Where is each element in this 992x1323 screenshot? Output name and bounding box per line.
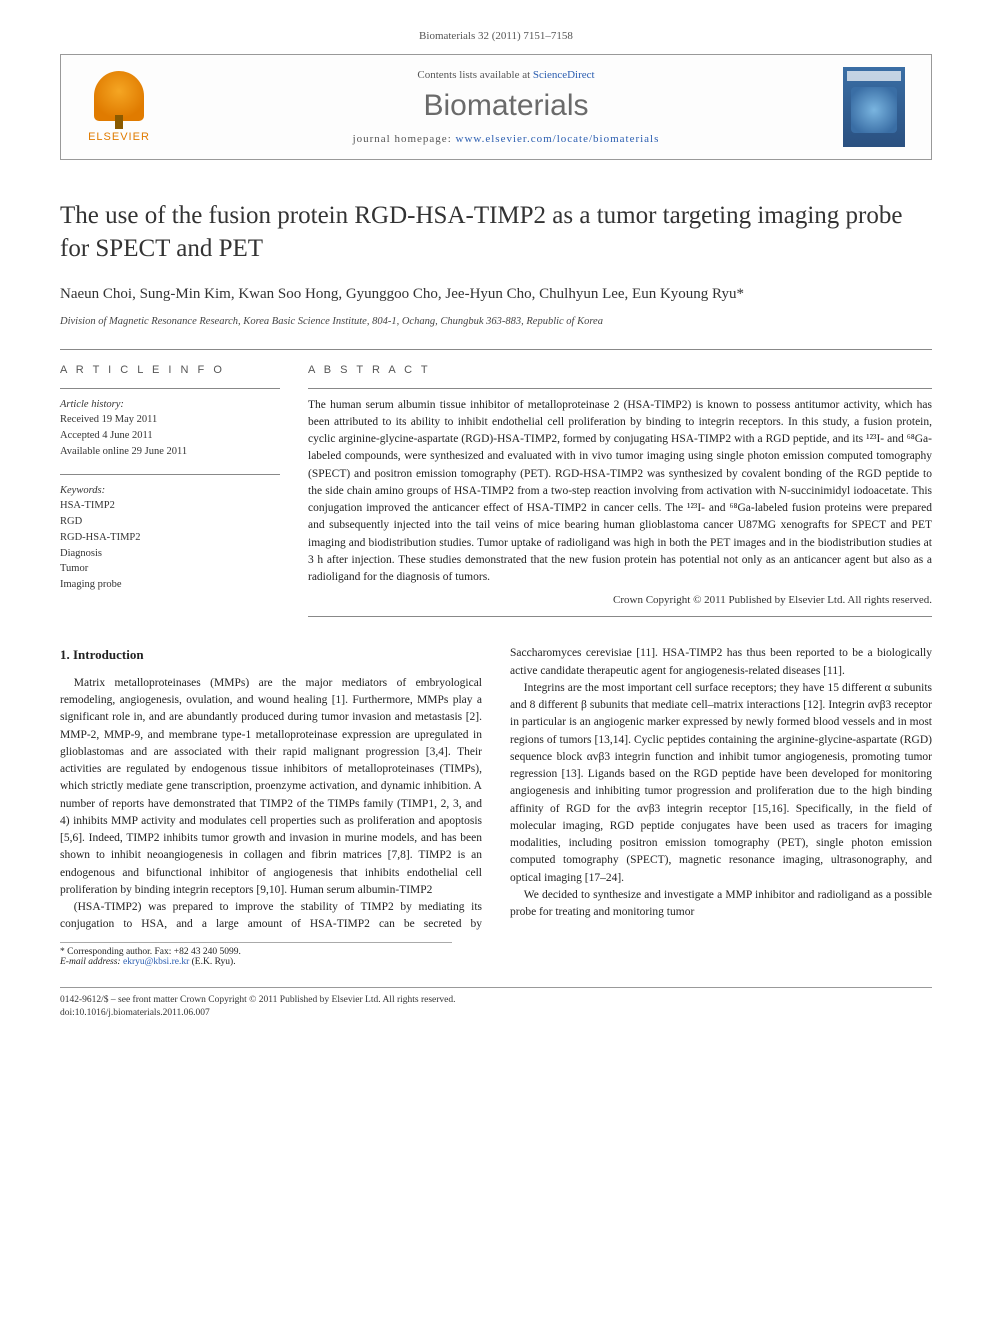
- keyword-2: RGD: [60, 514, 280, 530]
- corresponding-author-note: * Corresponding author. Fax: +82 43 240 …: [60, 942, 452, 967]
- homepage-prefix: journal homepage:: [353, 133, 456, 145]
- article-info-column: A R T I C L E I N F O Article history: R…: [60, 350, 280, 618]
- article-body: 1. Introduction Matrix metalloproteinase…: [60, 645, 932, 933]
- journal-cover-thumbnail: [843, 67, 905, 147]
- corr-email-link[interactable]: ekryu@kbsi.re.kr: [123, 957, 189, 967]
- abstract-column: A B S T R A C T The human serum albumin …: [308, 350, 932, 618]
- abstract-text: The human serum albumin tissue inhibitor…: [308, 389, 932, 587]
- issn-copyright-line: 0142-9612/$ – see front matter Crown Cop…: [60, 994, 932, 1007]
- keywords-block: Keywords: HSA-TIMP2 RGD RGD-HSA-TIMP2 Di…: [60, 475, 280, 593]
- keyword-5: Tumor: [60, 561, 280, 577]
- page-footer: 0142-9612/$ – see front matter Crown Cop…: [60, 987, 932, 1021]
- abstract-label: A B S T R A C T: [308, 364, 932, 376]
- history-received: Received 19 May 2011: [60, 412, 280, 428]
- keywords-header: Keywords:: [60, 483, 280, 499]
- contents-prefix: Contents lists available at: [417, 69, 532, 81]
- article-history: Article history: Received 19 May 2011 Ac…: [60, 389, 280, 460]
- abstract-copyright: Crown Copyright © 2011 Published by Else…: [308, 594, 932, 606]
- history-header: Article history:: [60, 397, 280, 413]
- corr-fax: * Corresponding author. Fax: +82 43 240 …: [60, 947, 452, 957]
- doi-line: doi:10.1016/j.biomaterials.2011.06.007: [60, 1007, 932, 1020]
- info-abstract-grid: A R T I C L E I N F O Article history: R…: [60, 350, 932, 618]
- email-suffix: (E.K. Ryu).: [189, 957, 235, 967]
- intro-para-1: Matrix metalloproteinases (MMPs) are the…: [60, 675, 482, 899]
- affiliation: Division of Magnetic Resonance Research,…: [60, 316, 932, 327]
- elsevier-tree-icon: [94, 71, 144, 121]
- email-label: E-mail address:: [60, 957, 123, 967]
- elsevier-logo: ELSEVIER: [79, 67, 159, 147]
- journal-homepage-line: journal homepage: www.elsevier.com/locat…: [183, 133, 829, 145]
- journal-name: Biomaterials: [183, 89, 829, 123]
- sciencedirect-link[interactable]: ScienceDirect: [533, 69, 595, 81]
- intro-para-3: Integrins are the most important cell su…: [510, 680, 932, 887]
- contents-available-line: Contents lists available at ScienceDirec…: [183, 69, 829, 81]
- corr-email-line: E-mail address: ekryu@kbsi.re.kr (E.K. R…: [60, 957, 452, 967]
- keyword-3: RGD-HSA-TIMP2: [60, 530, 280, 546]
- masthead-center: Contents lists available at ScienceDirec…: [183, 69, 829, 145]
- history-accepted: Accepted 4 June 2011: [60, 428, 280, 444]
- elsevier-logo-text: ELSEVIER: [88, 131, 150, 143]
- history-online: Available online 29 June 2011: [60, 444, 280, 460]
- abstract-bottom-rule: [308, 616, 932, 617]
- intro-para-4: We decided to synthesize and investigate…: [510, 887, 932, 922]
- journal-homepage-link[interactable]: www.elsevier.com/locate/biomaterials: [456, 133, 660, 145]
- section-heading-intro: 1. Introduction: [60, 645, 482, 665]
- journal-masthead: ELSEVIER Contents lists available at Sci…: [60, 54, 932, 160]
- author-list: Naeun Choi, Sung-Min Kim, Kwan Soo Hong,…: [60, 283, 932, 306]
- keyword-6: Imaging probe: [60, 577, 280, 593]
- running-citation: Biomaterials 32 (2011) 7151–7158: [60, 30, 932, 42]
- keyword-1: HSA-TIMP2: [60, 498, 280, 514]
- article-info-label: A R T I C L E I N F O: [60, 364, 280, 376]
- article-title: The use of the fusion protein RGD-HSA-TI…: [60, 200, 932, 265]
- keyword-4: Diagnosis: [60, 546, 280, 562]
